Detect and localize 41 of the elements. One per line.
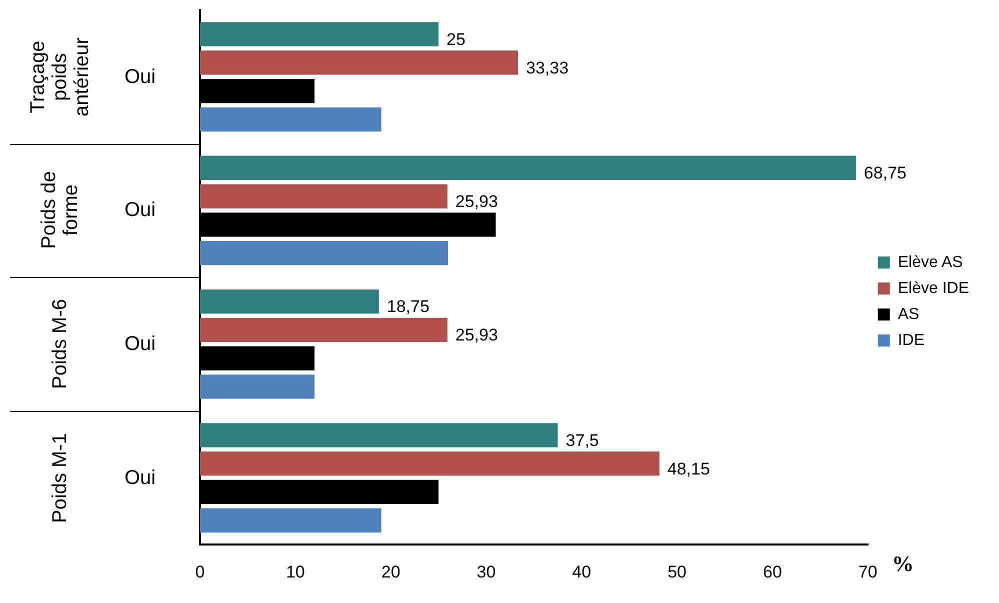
y-tick-label: Poids M-1: [48, 432, 71, 525]
x-axis-title: %: [892, 550, 914, 576]
data-label: 25: [446, 30, 466, 49]
bar: [200, 156, 856, 180]
y-tick-label: Traçage poids antérieur: [26, 36, 93, 118]
bar: [200, 22, 439, 46]
bar: [200, 289, 379, 314]
bar: [200, 452, 660, 476]
data-label: 68,75: [864, 164, 906, 183]
x-tick-label: 70: [858, 562, 878, 582]
bar: [200, 107, 382, 132]
x-tick-label: 40: [572, 562, 592, 582]
bar: [200, 241, 448, 266]
bar: [200, 508, 382, 532]
y-tick-label: Poids de forme: [38, 170, 82, 252]
bar: [200, 374, 314, 399]
data-label: 18,75: [386, 297, 430, 316]
text: Oui: [124, 199, 156, 222]
data-label: 37,5: [566, 430, 599, 450]
x-tick-label: 20: [381, 562, 400, 582]
x-tick-label: 10: [286, 562, 305, 582]
x-tick-label: 30: [476, 562, 496, 582]
x-tick-label: 60: [762, 562, 782, 582]
data-label: 48,15: [667, 459, 710, 478]
text: Oui: [124, 466, 156, 489]
bar: [200, 50, 518, 75]
data-label: 25,93: [455, 326, 498, 345]
bar: [200, 318, 448, 342]
bar: [200, 423, 558, 448]
legend-label: Elève IDE: [898, 280, 969, 297]
text: Oui: [124, 333, 156, 356]
legend-label: IDE: [898, 332, 925, 349]
x-tick-label: 0: [195, 562, 205, 582]
bar: [200, 184, 448, 208]
text: Oui: [124, 66, 156, 88]
x-tick-label: 50: [668, 562, 687, 582]
data-label: 25,93: [455, 192, 498, 211]
legend-label: AS: [898, 306, 920, 323]
y-tick-label: Poids M-6: [48, 298, 71, 392]
data-label: 33,33: [526, 58, 569, 78]
legend-label: Elève AS: [898, 254, 963, 271]
